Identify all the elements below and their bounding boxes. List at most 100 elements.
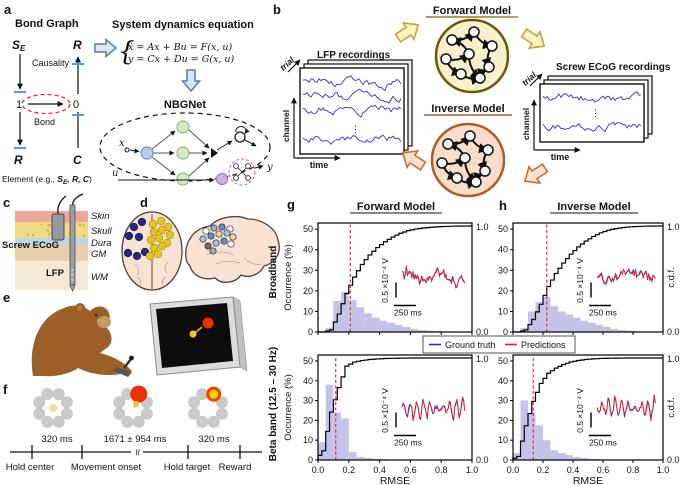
screw-ecog-stack: ⋮ Screw ECoG recordings trial channel ti… <box>520 62 671 162</box>
legend-predictions: Predictions <box>521 340 566 350</box>
bond-graph-title: Bond Graph <box>15 18 79 30</box>
svg-text:30: 30 <box>303 265 313 275</box>
equation-brace: { <box>118 37 135 67</box>
legend-ground-truth: Ground truth <box>445 340 496 350</box>
panel-g-h-headers: g Forward Model h Inverse Model Broadban… <box>268 197 638 461</box>
panel-b: b ⋮ LFP recordings trial channel time Fo… <box>273 2 671 198</box>
monitor <box>149 296 248 376</box>
svg-text:1.0: 1.0 <box>476 222 489 232</box>
model-network-icons <box>436 26 498 190</box>
svg-text:0.8: 0.8 <box>435 465 448 475</box>
equation-title: System dynamics equation <box>112 19 254 31</box>
panel-letter-c: c <box>3 195 10 210</box>
flow-arrow-icon <box>94 37 118 59</box>
lfp-recordings-stack: ⋮ LFP recordings trial channel time <box>278 50 413 170</box>
screw-ecog-title: Screw ECoG recordings <box>556 62 671 73</box>
node-se: SE <box>12 38 26 53</box>
recurrent-loop-ellipse <box>99 112 271 182</box>
forward-model-title: Forward Model <box>433 5 511 17</box>
layer-label-skull: Skull <box>91 226 112 237</box>
svg-text:0: 0 <box>503 327 508 337</box>
svg-text:40: 40 <box>303 376 313 386</box>
event-hold-target: Hold target <box>164 462 211 473</box>
trial-axis-label: trial <box>278 54 297 72</box>
svg-text:c.d.f.: c.d.f. <box>666 397 677 418</box>
panel-letter-f: f <box>3 382 8 397</box>
cursor-dot <box>189 330 197 338</box>
input-node <box>124 147 130 153</box>
chart-inverse-broadband: 0 10 20 30 40 50 1.0 0.0 c.d.f. 0.5 ×10⁻⁴ V 250 ms <box>498 222 680 337</box>
svg-text:0.0: 0.0 <box>476 455 489 465</box>
joystick-base <box>114 367 132 377</box>
channel-axis-label: channel <box>281 110 291 142</box>
svg-text:0: 0 <box>308 327 313 337</box>
skull-texture <box>26 223 86 237</box>
node-zero: 0 <box>73 99 79 111</box>
panel-c: c Skin Skull Dura GM WM Screw ECoG LFP <box>2 193 112 293</box>
ecog-electrode-dots <box>145 216 175 261</box>
svg-text:0: 0 <box>503 455 508 465</box>
probe-tip <box>69 284 76 293</box>
svg-text:0.5 ×10⁻⁴ V: 0.5 ×10⁻⁴ V <box>380 258 390 303</box>
svg-text:0.2: 0.2 <box>537 465 550 475</box>
svg-text:10: 10 <box>303 306 313 316</box>
trial-axis-arrow <box>529 73 543 87</box>
svg-text:250 ms: 250 ms <box>589 438 617 448</box>
trial-axis-arrow <box>287 59 301 73</box>
bond-graph-diagram: SE R Causality 1 0 Bond R C Element (e.g… <box>2 38 92 186</box>
svg-text:10: 10 <box>498 435 508 445</box>
svg-text:1.0: 1.0 <box>466 465 479 475</box>
svg-text:20: 20 <box>303 286 313 296</box>
element-note: Element (e.g., SE, R, C) <box>2 174 92 186</box>
target-dot <box>202 317 214 329</box>
nbgnet-diagram: x u <box>99 112 273 186</box>
chart-legend: Ground truth Predictions <box>422 335 576 354</box>
panel-f: f ≈ 320 ms 1671 ± 954 ms 320 ms Hold cen… <box>3 382 262 473</box>
svg-text:1.0: 1.0 <box>657 465 670 475</box>
svg-text:50: 50 <box>498 356 508 366</box>
ellipsis: ⋮ <box>591 108 600 118</box>
duration-movement: 1671 ± 954 ms <box>104 434 167 445</box>
network-node-blue <box>140 146 154 160</box>
svg-text:1.0: 1.0 <box>667 222 680 232</box>
output-y-label: y <box>266 162 273 173</box>
brain-top-view <box>121 211 183 291</box>
trial-axis-label: trial <box>520 69 539 87</box>
svg-text:0.5 ×10⁻⁴ V: 0.5 ×10⁻⁴ V <box>380 388 390 433</box>
svg-text:250 ms: 250 ms <box>394 308 422 318</box>
svg-text:30: 30 <box>303 396 313 406</box>
electrode-cluster-dots <box>199 223 237 255</box>
nbgnet-title: NBGNet <box>164 99 207 111</box>
monkey-illustration <box>31 303 134 377</box>
panel-d: d <box>121 195 280 291</box>
duration-hold-target: 320 ms <box>198 434 229 445</box>
svg-text:Occurrence (%): Occurrence (%) <box>283 244 294 311</box>
lfp-electrode-dots <box>123 217 150 261</box>
probe-wire <box>71 193 84 206</box>
svg-text:20: 20 <box>498 286 508 296</box>
cursor-trail <box>194 326 203 334</box>
row-label-beta-band: Beta band (12.5 – 30 Hz) <box>268 347 279 461</box>
inverse-model-column-title: Inverse Model <box>557 201 630 213</box>
time-axis-label: time <box>310 160 329 170</box>
monkey-body <box>31 305 132 377</box>
time-axis-label: time <box>551 152 570 162</box>
lfp-title: LFP recordings <box>317 50 391 61</box>
svg-text:0.4: 0.4 <box>373 465 386 475</box>
svg-text:40: 40 <box>303 245 313 255</box>
lfp-probe <box>69 204 76 286</box>
channel-axis-label: channel <box>521 108 531 140</box>
equation-line-1: ẋ = Ax + Bu = F(x, u) <box>128 42 232 53</box>
self-loop-arrow <box>235 125 250 134</box>
svg-text:0.0: 0.0 <box>667 455 680 465</box>
flow-arrow-icon <box>180 69 202 93</box>
svg-text:0.8: 0.8 <box>627 465 640 475</box>
svg-text:30: 30 <box>498 265 508 275</box>
event-movement-onset: Movement onset <box>71 462 142 473</box>
subnetwork-circle <box>228 158 256 186</box>
network-node-purple <box>215 172 229 186</box>
forward-model-column-title: Forward Model <box>357 201 435 213</box>
legend-box <box>422 335 576 354</box>
